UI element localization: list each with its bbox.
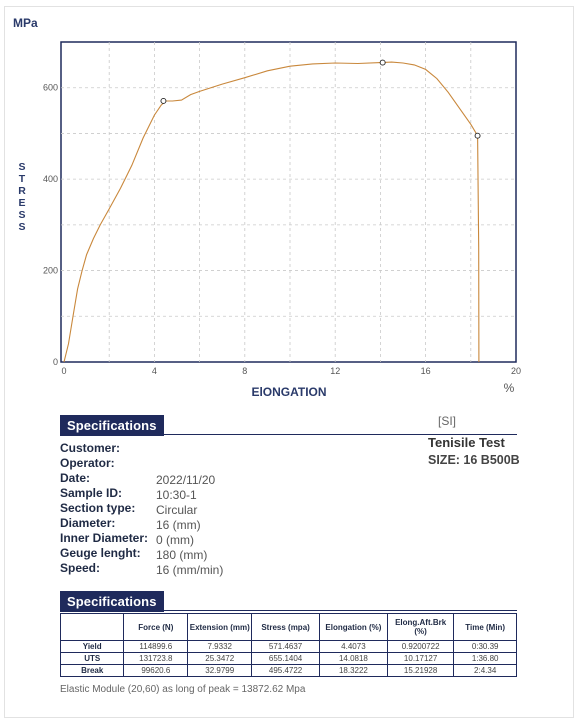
specifications-rule bbox=[60, 434, 517, 435]
table-cell: 131723.8 bbox=[123, 652, 189, 665]
spec-value: 180 (mm) bbox=[156, 548, 208, 562]
table-cell: 25.3472 bbox=[187, 652, 253, 665]
spec-label: Inner Diameter: bbox=[60, 531, 149, 545]
x-axis-title: ElONGATION bbox=[251, 385, 326, 399]
curve-marker bbox=[379, 59, 386, 66]
table-cell: 10.17127 bbox=[386, 652, 455, 665]
spec-label: Speed: bbox=[60, 561, 101, 575]
unit-system-label: [SI] bbox=[438, 414, 457, 428]
spec-label: Operator: bbox=[60, 456, 115, 470]
table-cell: 0.9200722 bbox=[386, 640, 455, 653]
test-title: Tenisile Test bbox=[428, 435, 505, 450]
spec-value: 16 (mm) bbox=[156, 518, 201, 532]
spec-label: Geuge lenght: bbox=[60, 546, 141, 560]
y-tick-label: 600 bbox=[43, 83, 58, 93]
y-axis-title-letter: S bbox=[18, 209, 25, 221]
spec-value: 2022/11/20 bbox=[156, 473, 216, 487]
specifications-title: Specifications bbox=[60, 415, 164, 436]
spec-value: 16 (mm/min) bbox=[156, 563, 224, 577]
row-header-cell: UTS bbox=[59, 652, 125, 665]
curve-marker bbox=[160, 98, 167, 104]
spec-label: Customer: bbox=[60, 441, 121, 455]
y-axis-title-letter: S bbox=[18, 161, 25, 173]
results-header-cell: Stress (mpa) bbox=[251, 613, 320, 641]
results-title: Specifications bbox=[60, 591, 164, 612]
spec-value: 0 (mm) bbox=[156, 533, 194, 547]
x-tick-label: 0 bbox=[61, 366, 66, 376]
results-table: Force (N) Extension (mm) Stress (mpa) Elong… bbox=[59, 613, 517, 677]
row-header-cell: Break bbox=[59, 664, 125, 677]
table-cell: 32.9799 bbox=[187, 664, 253, 677]
elastic-module-note: Elastic Module (20,60) as long of peak =… bbox=[60, 684, 306, 695]
table-cell: 18.3222 bbox=[318, 664, 388, 677]
results-rule bbox=[60, 610, 517, 611]
x-tick-label: 16 bbox=[421, 366, 431, 376]
x-unit-label: % bbox=[504, 381, 515, 395]
results-body: Yield 114899.6 7.9332 571.4637 4.4073 0.92007… bbox=[59, 640, 517, 677]
table-row: Yield 114899.6 7.9332 571.4637 4.4073 0.92007… bbox=[59, 640, 517, 653]
table-cell: 0:30.39 bbox=[453, 640, 517, 653]
table-cell: 4.4073 bbox=[318, 640, 388, 653]
grid-lines bbox=[61, 42, 516, 362]
results-header-cell: Extension (mm) bbox=[187, 613, 253, 641]
results-header-cell: Elong.Aft.Brk (%) bbox=[386, 613, 455, 641]
table-cell: 114899.6 bbox=[123, 640, 189, 653]
x-tick-label: 12 bbox=[330, 366, 340, 376]
y-axis-title-letter: T bbox=[19, 173, 26, 185]
table-cell: 2:4.34 bbox=[453, 664, 517, 677]
table-cell: 15.21928 bbox=[386, 664, 455, 677]
y-axis-title-letter: R bbox=[18, 185, 26, 197]
results-header-cell: Elongation (%) bbox=[318, 613, 388, 641]
y-tick-label: 0 bbox=[53, 357, 58, 367]
spec-value: 10:30-1 bbox=[156, 488, 197, 502]
y-axis-title-letter: S bbox=[18, 221, 25, 233]
row-header-cell: Yield bbox=[59, 640, 125, 653]
table-row: Break 99620.6 32.9799 495.4722 18.3222 15.219… bbox=[59, 664, 517, 677]
test-size: SIZE: 16 B500B bbox=[428, 453, 520, 467]
table-cell: 99620.6 bbox=[123, 664, 189, 677]
results-header-cell bbox=[59, 613, 125, 641]
results-header-row: Force (N) Extension (mm) Stress (mpa) Elong… bbox=[59, 613, 517, 641]
y-tick-label: 400 bbox=[43, 174, 58, 184]
stress-curve bbox=[63, 61, 480, 363]
y-axis-title-letter: E bbox=[18, 197, 25, 209]
spec-value: Circular bbox=[156, 503, 198, 517]
table-cell: 1:36.80 bbox=[453, 652, 517, 665]
y-tick-label: 200 bbox=[43, 266, 58, 276]
table-cell: 655.1404 bbox=[251, 652, 320, 665]
x-tick-label: 4 bbox=[152, 366, 157, 376]
spec-label: Date: bbox=[60, 471, 91, 485]
plot-area bbox=[60, 41, 517, 363]
spec-label: Sample ID: bbox=[60, 486, 123, 500]
curve-markers bbox=[160, 59, 481, 139]
table-cell: 495.4722 bbox=[251, 664, 320, 677]
curve-marker bbox=[474, 132, 481, 139]
spec-label: Diameter: bbox=[60, 516, 116, 530]
x-tick-label: 20 bbox=[511, 366, 521, 376]
spec-label: Section type: bbox=[60, 501, 136, 515]
table-cell: 7.9332 bbox=[187, 640, 253, 653]
x-tick-label: 8 bbox=[242, 366, 247, 376]
page-frame bbox=[4, 6, 574, 718]
results-header-cell: Time (Min) bbox=[453, 613, 517, 641]
table-cell: 571.4637 bbox=[251, 640, 320, 653]
y-unit-label: MPa bbox=[13, 16, 38, 30]
table-row: UTS 131723.8 25.3472 655.1404 14.0818 10.1712… bbox=[59, 652, 517, 665]
results-header-cell: Force (N) bbox=[123, 613, 189, 641]
table-cell: 14.0818 bbox=[318, 652, 388, 665]
